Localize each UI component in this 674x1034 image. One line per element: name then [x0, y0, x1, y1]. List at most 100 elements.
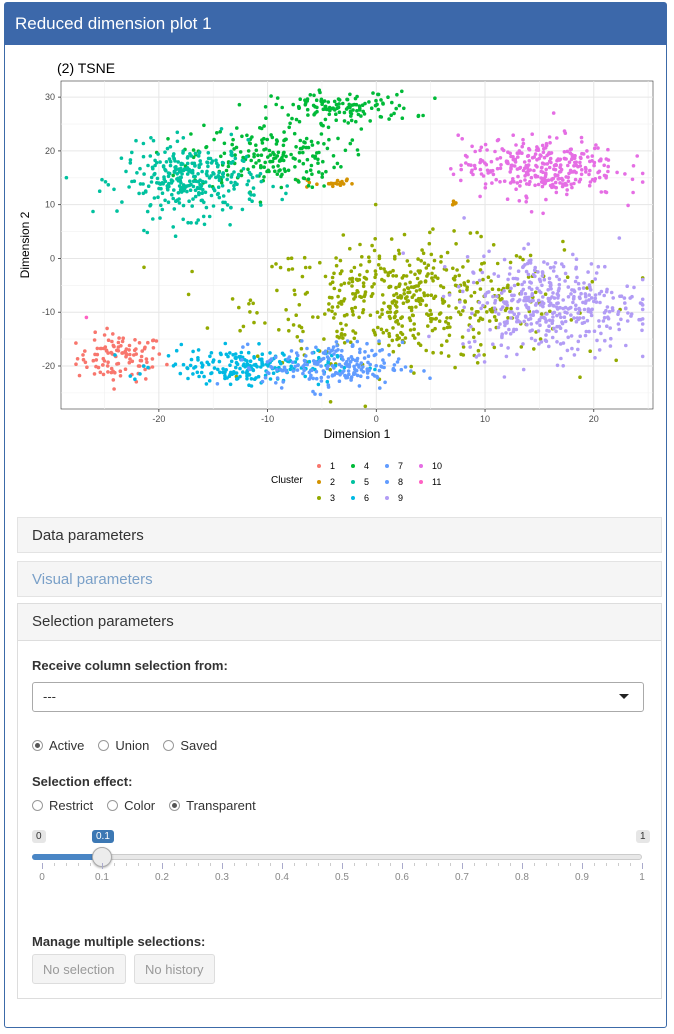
data-point-cluster-10 [592, 146, 597, 151]
data-point-cluster-9 [597, 324, 602, 329]
data-point-cluster-5 [173, 234, 178, 238]
data-point-cluster-4 [390, 100, 394, 105]
data-point-cluster-3 [205, 326, 210, 330]
data-point-cluster-6 [295, 357, 299, 361]
data-point-cluster-6 [260, 357, 264, 362]
mode-radio-active[interactable]: Active [32, 738, 84, 753]
data-point-cluster-5 [176, 160, 180, 164]
data-point-cluster-9 [608, 344, 613, 348]
data-point-cluster-5 [156, 195, 160, 199]
data-point-cluster-10 [479, 172, 484, 176]
visual-parameters-header[interactable]: Visual parameters [17, 561, 662, 597]
data-point-cluster-3 [433, 275, 438, 279]
data-point-cluster-9 [541, 301, 546, 306]
data-point-cluster-5 [201, 214, 206, 219]
data-point-cluster-5 [164, 168, 168, 173]
data-point-cluster-3 [379, 327, 384, 332]
data-point-cluster-9 [552, 265, 556, 269]
data-point-cluster-3 [378, 315, 382, 319]
data-point-cluster-7 [396, 357, 401, 361]
mode-radio-saved[interactable]: Saved [163, 738, 217, 753]
data-point-cluster-9 [602, 310, 607, 315]
data-point-cluster-4 [354, 119, 358, 124]
data-point-cluster-5 [181, 151, 185, 155]
slider-major-tick [102, 863, 103, 869]
slider-tick-label: 0.3 [215, 872, 229, 883]
data-point-cluster-4 [271, 150, 275, 155]
data-point-cluster-5 [158, 160, 162, 164]
data-point-cluster-9 [537, 318, 542, 322]
slider-tick-label: 0.1 [95, 872, 109, 883]
data-point-cluster-9 [640, 297, 645, 302]
data-point-cluster-9 [563, 279, 567, 283]
data-point-cluster-4 [326, 100, 331, 104]
slider-minor-tick [570, 863, 571, 866]
effect-radio-transparent[interactable]: Transparent [169, 798, 256, 813]
effect-radio-color[interactable]: Color [107, 798, 155, 813]
data-point-cluster-5 [285, 184, 290, 188]
data-point-cluster-10 [456, 133, 461, 137]
data-point-cluster-10 [566, 163, 570, 168]
data-point-cluster-3 [478, 287, 483, 291]
data-point-cluster-4 [237, 102, 242, 107]
data-point-cluster-9 [529, 313, 533, 317]
data-point-cluster-5 [182, 167, 187, 171]
data-point-cluster-9 [523, 292, 528, 296]
data-point-cluster-6 [196, 358, 200, 362]
data-point-cluster-6 [245, 377, 249, 381]
data-point-cluster-4 [232, 147, 236, 151]
no-history-button[interactable]: No history [134, 954, 215, 984]
data-point-cluster-9 [572, 353, 577, 357]
data-point-cluster-4 [222, 151, 227, 156]
legend-swatch-7 [385, 464, 389, 468]
data-point-cluster-7 [321, 351, 326, 355]
data-point-cluster-9 [540, 274, 545, 278]
no-selection-button[interactable]: No selection [32, 954, 126, 984]
data-point-cluster-9 [619, 317, 623, 322]
data-point-cluster-10 [541, 211, 545, 216]
receive-column-select[interactable]: --- [32, 682, 644, 712]
data-point-cluster-4 [322, 142, 326, 146]
data-point-cluster-9 [522, 280, 527, 284]
data-point-cluster-10 [557, 170, 562, 174]
transparency-slider[interactable]: 0 1 0.1 0 0.1 0.2 0.3 0.4 0.5 0.6 0.7 0.8 0.9 1 [32, 830, 650, 890]
data-point-cluster-3 [367, 255, 371, 259]
data-point-cluster-1 [123, 367, 128, 372]
data-point-cluster-4 [312, 93, 316, 98]
data-point-cluster-9 [507, 327, 511, 332]
data-point-cluster-10 [540, 176, 544, 181]
data-point-cluster-9 [625, 284, 629, 288]
data-point-cluster-10 [592, 160, 597, 165]
data-point-cluster-5 [204, 205, 209, 210]
data-point-cluster-9 [496, 274, 501, 278]
data-point-cluster-9 [526, 242, 531, 246]
data-point-cluster-3 [457, 273, 462, 278]
data-point-cluster-7 [346, 357, 351, 361]
data-parameters-header[interactable]: Data parameters [17, 517, 662, 553]
data-point-cluster-10 [626, 203, 630, 208]
data-point-cluster-5 [203, 180, 208, 184]
mode-radio-union[interactable]: Union [98, 738, 149, 753]
data-point-cluster-3 [466, 259, 470, 263]
data-point-cluster-4 [219, 154, 223, 159]
data-point-cluster-7 [392, 368, 397, 373]
data-point-cluster-5 [200, 169, 204, 174]
data-point-cluster-5 [142, 228, 146, 233]
data-point-cluster-6 [186, 376, 190, 381]
data-point-cluster-6 [217, 359, 222, 364]
data-point-cluster-6 [209, 351, 214, 355]
data-point-cluster-7 [330, 364, 335, 368]
data-point-cluster-5 [155, 176, 160, 181]
data-point-cluster-5 [194, 179, 198, 184]
data-point-cluster-10 [557, 176, 561, 181]
data-point-cluster-9 [506, 346, 510, 350]
effect-radio-restrict[interactable]: Restrict [32, 798, 93, 813]
data-point-cluster-9 [538, 279, 543, 284]
data-point-cluster-9 [474, 355, 479, 359]
data-point-cluster-7 [289, 349, 294, 353]
selection-parameters-header[interactable]: Selection parameters [18, 604, 661, 641]
data-point-cluster-1 [134, 347, 138, 351]
data-point-cluster-3 [585, 286, 589, 290]
tsne-scatter-plot[interactable]: (2) TSNE-20 -10 0 10 20-20-100102030Dimensio… [15, 55, 655, 510]
slider-major-tick [282, 863, 283, 869]
